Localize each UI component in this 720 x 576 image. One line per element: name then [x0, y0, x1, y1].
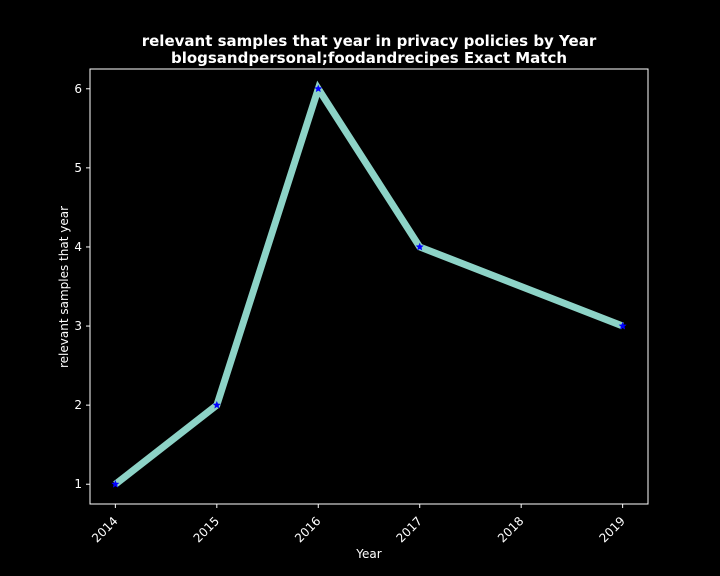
data-point-marker	[415, 242, 424, 251]
y-tick-label: 3	[74, 319, 82, 333]
data-point-marker	[212, 400, 221, 409]
y-axis-label: relevant samples that year	[57, 206, 71, 368]
y-tick-label: 4	[74, 240, 82, 254]
data-point-marker	[314, 84, 323, 93]
y-tick-label: 2	[74, 398, 82, 412]
plot-frame	[89, 68, 649, 505]
y-tick-label: 1	[74, 477, 82, 491]
y-tick-label: 6	[74, 82, 82, 96]
data-point-marker	[111, 480, 120, 488]
data-point-marker	[618, 321, 627, 330]
y-tick-label: 5	[74, 161, 82, 175]
x-axis-label: Year	[355, 547, 381, 561]
chart-title-line-2: blogsandpersonal;foodandrecipes Exact Ma…	[171, 49, 567, 67]
chart-title-line-1: relevant samples that year in privacy po…	[142, 32, 597, 50]
